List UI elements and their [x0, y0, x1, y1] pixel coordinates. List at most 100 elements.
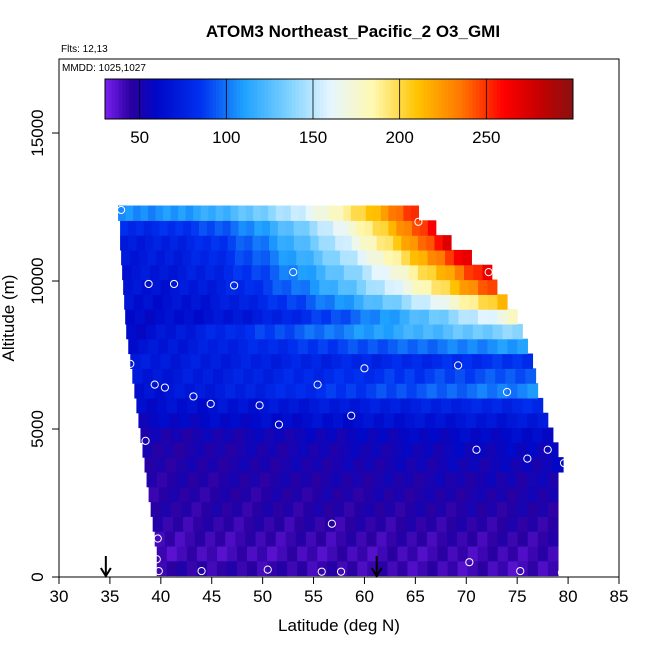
- heatmap-cell: [443, 323, 454, 340]
- heatmap-cell: [186, 560, 198, 577]
- heatmap-cell: [500, 457, 512, 473]
- heatmap-cell: [151, 279, 162, 295]
- colorbar-segment: [427, 79, 432, 119]
- heatmap-cell: [216, 545, 228, 562]
- heatmap-cell: [202, 368, 214, 384]
- heatmap-cell: [178, 235, 187, 251]
- heatmap-cell: [301, 309, 312, 325]
- heatmap-cell: [222, 220, 232, 236]
- colorbar-segment: [177, 79, 182, 119]
- heatmap-cell: [477, 545, 489, 562]
- heatmap-cell: [522, 397, 534, 414]
- heatmap-cell: [323, 501, 335, 517]
- heatmap-cell: [156, 560, 168, 577]
- heatmap-cell: [408, 427, 420, 443]
- heatmap-cell: [456, 383, 468, 399]
- heatmap-cell: [245, 531, 257, 547]
- heatmap-cell: [170, 205, 179, 221]
- heatmap-cell: [339, 397, 351, 414]
- heatmap-cell: [301, 457, 313, 473]
- heatmap-cell: [155, 205, 164, 221]
- heatmap-cell: [214, 383, 226, 399]
- heatmap-cell: [547, 442, 559, 458]
- heatmap-cell: [144, 309, 156, 325]
- heatmap-cell: [441, 353, 453, 369]
- heatmap-cell: [291, 353, 302, 369]
- heatmap-cell: [447, 338, 459, 355]
- colorbar-segment: [500, 79, 505, 119]
- heatmap-cell: [242, 309, 254, 325]
- heatmap-cell: [527, 560, 539, 577]
- heatmap-cell: [212, 427, 224, 443]
- heatmap-cell: [143, 294, 154, 310]
- heatmap-cell: [465, 486, 477, 503]
- colorbar-segment: [299, 79, 304, 119]
- heatmap-cell: [491, 397, 503, 414]
- heatmap-cell: [376, 383, 387, 399]
- heatmap-cell: [230, 220, 240, 236]
- heatmap-cell: [161, 427, 172, 443]
- heatmap-cell: [278, 397, 290, 414]
- heatmap-cell: [364, 501, 376, 517]
- heatmap-cell: [464, 442, 476, 458]
- heatmap-cell: [313, 501, 325, 517]
- colorbar-segment: [444, 79, 449, 119]
- heatmap-cell: [196, 457, 208, 473]
- heatmap-cell: [238, 338, 249, 355]
- heatmap-cell: [197, 279, 208, 295]
- flight-point: [189, 392, 198, 401]
- heatmap-cell: [418, 249, 429, 266]
- heatmap-cell: [415, 501, 427, 517]
- heatmap-cell: [257, 338, 269, 355]
- heatmap-cell: [284, 516, 296, 532]
- heatmap-cell: [153, 235, 163, 251]
- heatmap-cell: [197, 471, 209, 488]
- heatmap-cell: [370, 442, 382, 458]
- heatmap-cell: [399, 264, 410, 281]
- heatmap-cell: [235, 442, 247, 458]
- chart-title: ATOM3 Northeast_Pacific_2 O3_GMI: [206, 22, 500, 41]
- heatmap-cell: [285, 220, 295, 236]
- heatmap-cell: [267, 560, 278, 577]
- flight-point: [152, 555, 161, 564]
- heatmap-cell: [527, 545, 539, 562]
- heatmap-cell: [437, 560, 449, 577]
- heatmap-cell: [387, 560, 399, 577]
- heatmap-cell: [436, 383, 448, 399]
- colorbar-segment: [261, 79, 265, 119]
- heatmap-cell: [527, 531, 539, 547]
- heatmap-cell: [393, 235, 402, 251]
- heatmap-cell: [497, 309, 508, 325]
- colorbar-segment: [139, 79, 144, 119]
- heatmap-cell: [373, 205, 382, 221]
- heatmap-cell: [207, 279, 218, 295]
- heatmap-cell: [149, 264, 160, 281]
- heatmap-cell: [138, 249, 148, 266]
- heatmap-cell: [505, 368, 516, 384]
- heatmap-cell: [427, 249, 437, 266]
- heatmap-cell: [335, 235, 345, 251]
- heatmap-cell: [506, 412, 518, 429]
- heatmap-cell: [319, 442, 331, 458]
- heatmap-cell: [243, 427, 255, 443]
- colorbar-segment: [306, 79, 311, 119]
- heatmap-cell: [223, 264, 234, 281]
- colorbar-segment: [361, 79, 366, 119]
- heatmap-cell: [346, 427, 358, 443]
- heatmap-cell: [133, 205, 142, 221]
- colorbar-segment: [188, 79, 193, 119]
- heatmap-cell: [314, 516, 326, 532]
- heatmap-cell: [458, 309, 469, 325]
- heatmap-cell: [409, 309, 420, 325]
- heatmap-cell: [547, 501, 559, 517]
- heatmap-cell: [253, 205, 262, 221]
- heatmap-cell: [166, 560, 178, 577]
- heatmap-cell: [384, 501, 396, 517]
- x-tick-label: 85: [610, 587, 629, 606]
- heatmap-cell: [271, 353, 282, 369]
- colorbar-segment: [347, 79, 352, 119]
- heatmap-cell: [280, 471, 292, 488]
- heatmap-cell: [181, 427, 193, 443]
- heatmap-cell: [357, 338, 369, 355]
- heatmap-cell: [223, 368, 234, 384]
